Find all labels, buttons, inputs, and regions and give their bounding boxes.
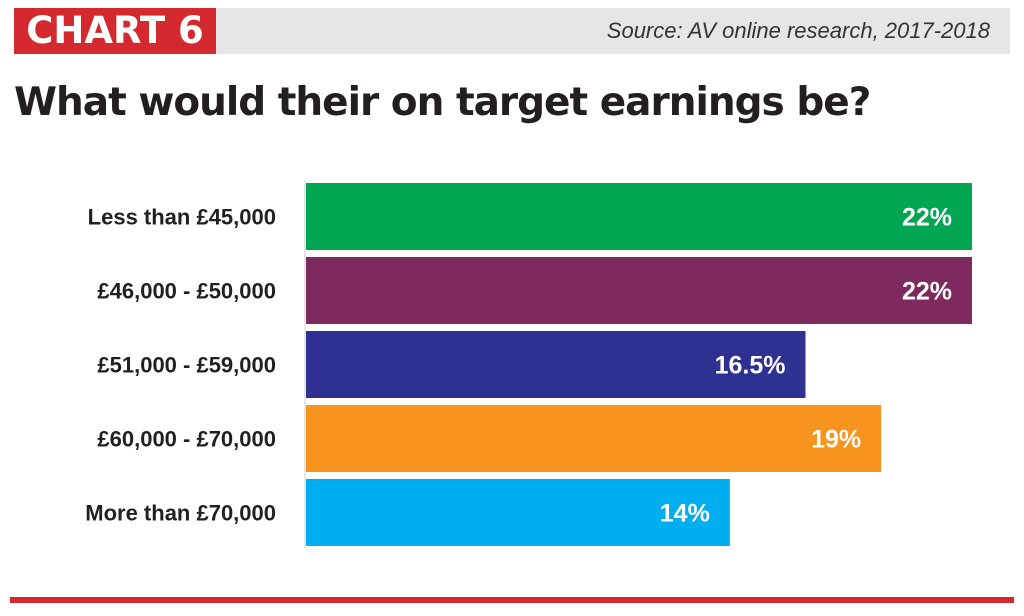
category-label: Less than £45,000	[88, 205, 276, 230]
chart-number-tag: CHART 6	[14, 8, 216, 54]
bar-3	[306, 405, 882, 472]
category-label: £51,000 - £59,000	[97, 353, 276, 378]
chart-title: What would their on target earnings be?	[14, 80, 871, 125]
value-label: 16.5%	[715, 352, 786, 380]
value-label: 22%	[902, 278, 952, 306]
bar-2	[306, 331, 806, 398]
bar-1	[306, 257, 972, 324]
bar-4	[306, 479, 730, 546]
source-note: Source: AV online research, 2017-2018	[606, 18, 990, 43]
category-label: More than £70,000	[85, 501, 276, 526]
category-label: £46,000 - £50,000	[97, 279, 276, 304]
bottom-rule	[10, 597, 1014, 603]
value-label: 22%	[902, 204, 952, 232]
category-label: £60,000 - £70,000	[97, 427, 276, 452]
value-label: 19%	[811, 426, 861, 454]
value-label: 14%	[660, 500, 710, 528]
bar-0	[306, 183, 972, 250]
